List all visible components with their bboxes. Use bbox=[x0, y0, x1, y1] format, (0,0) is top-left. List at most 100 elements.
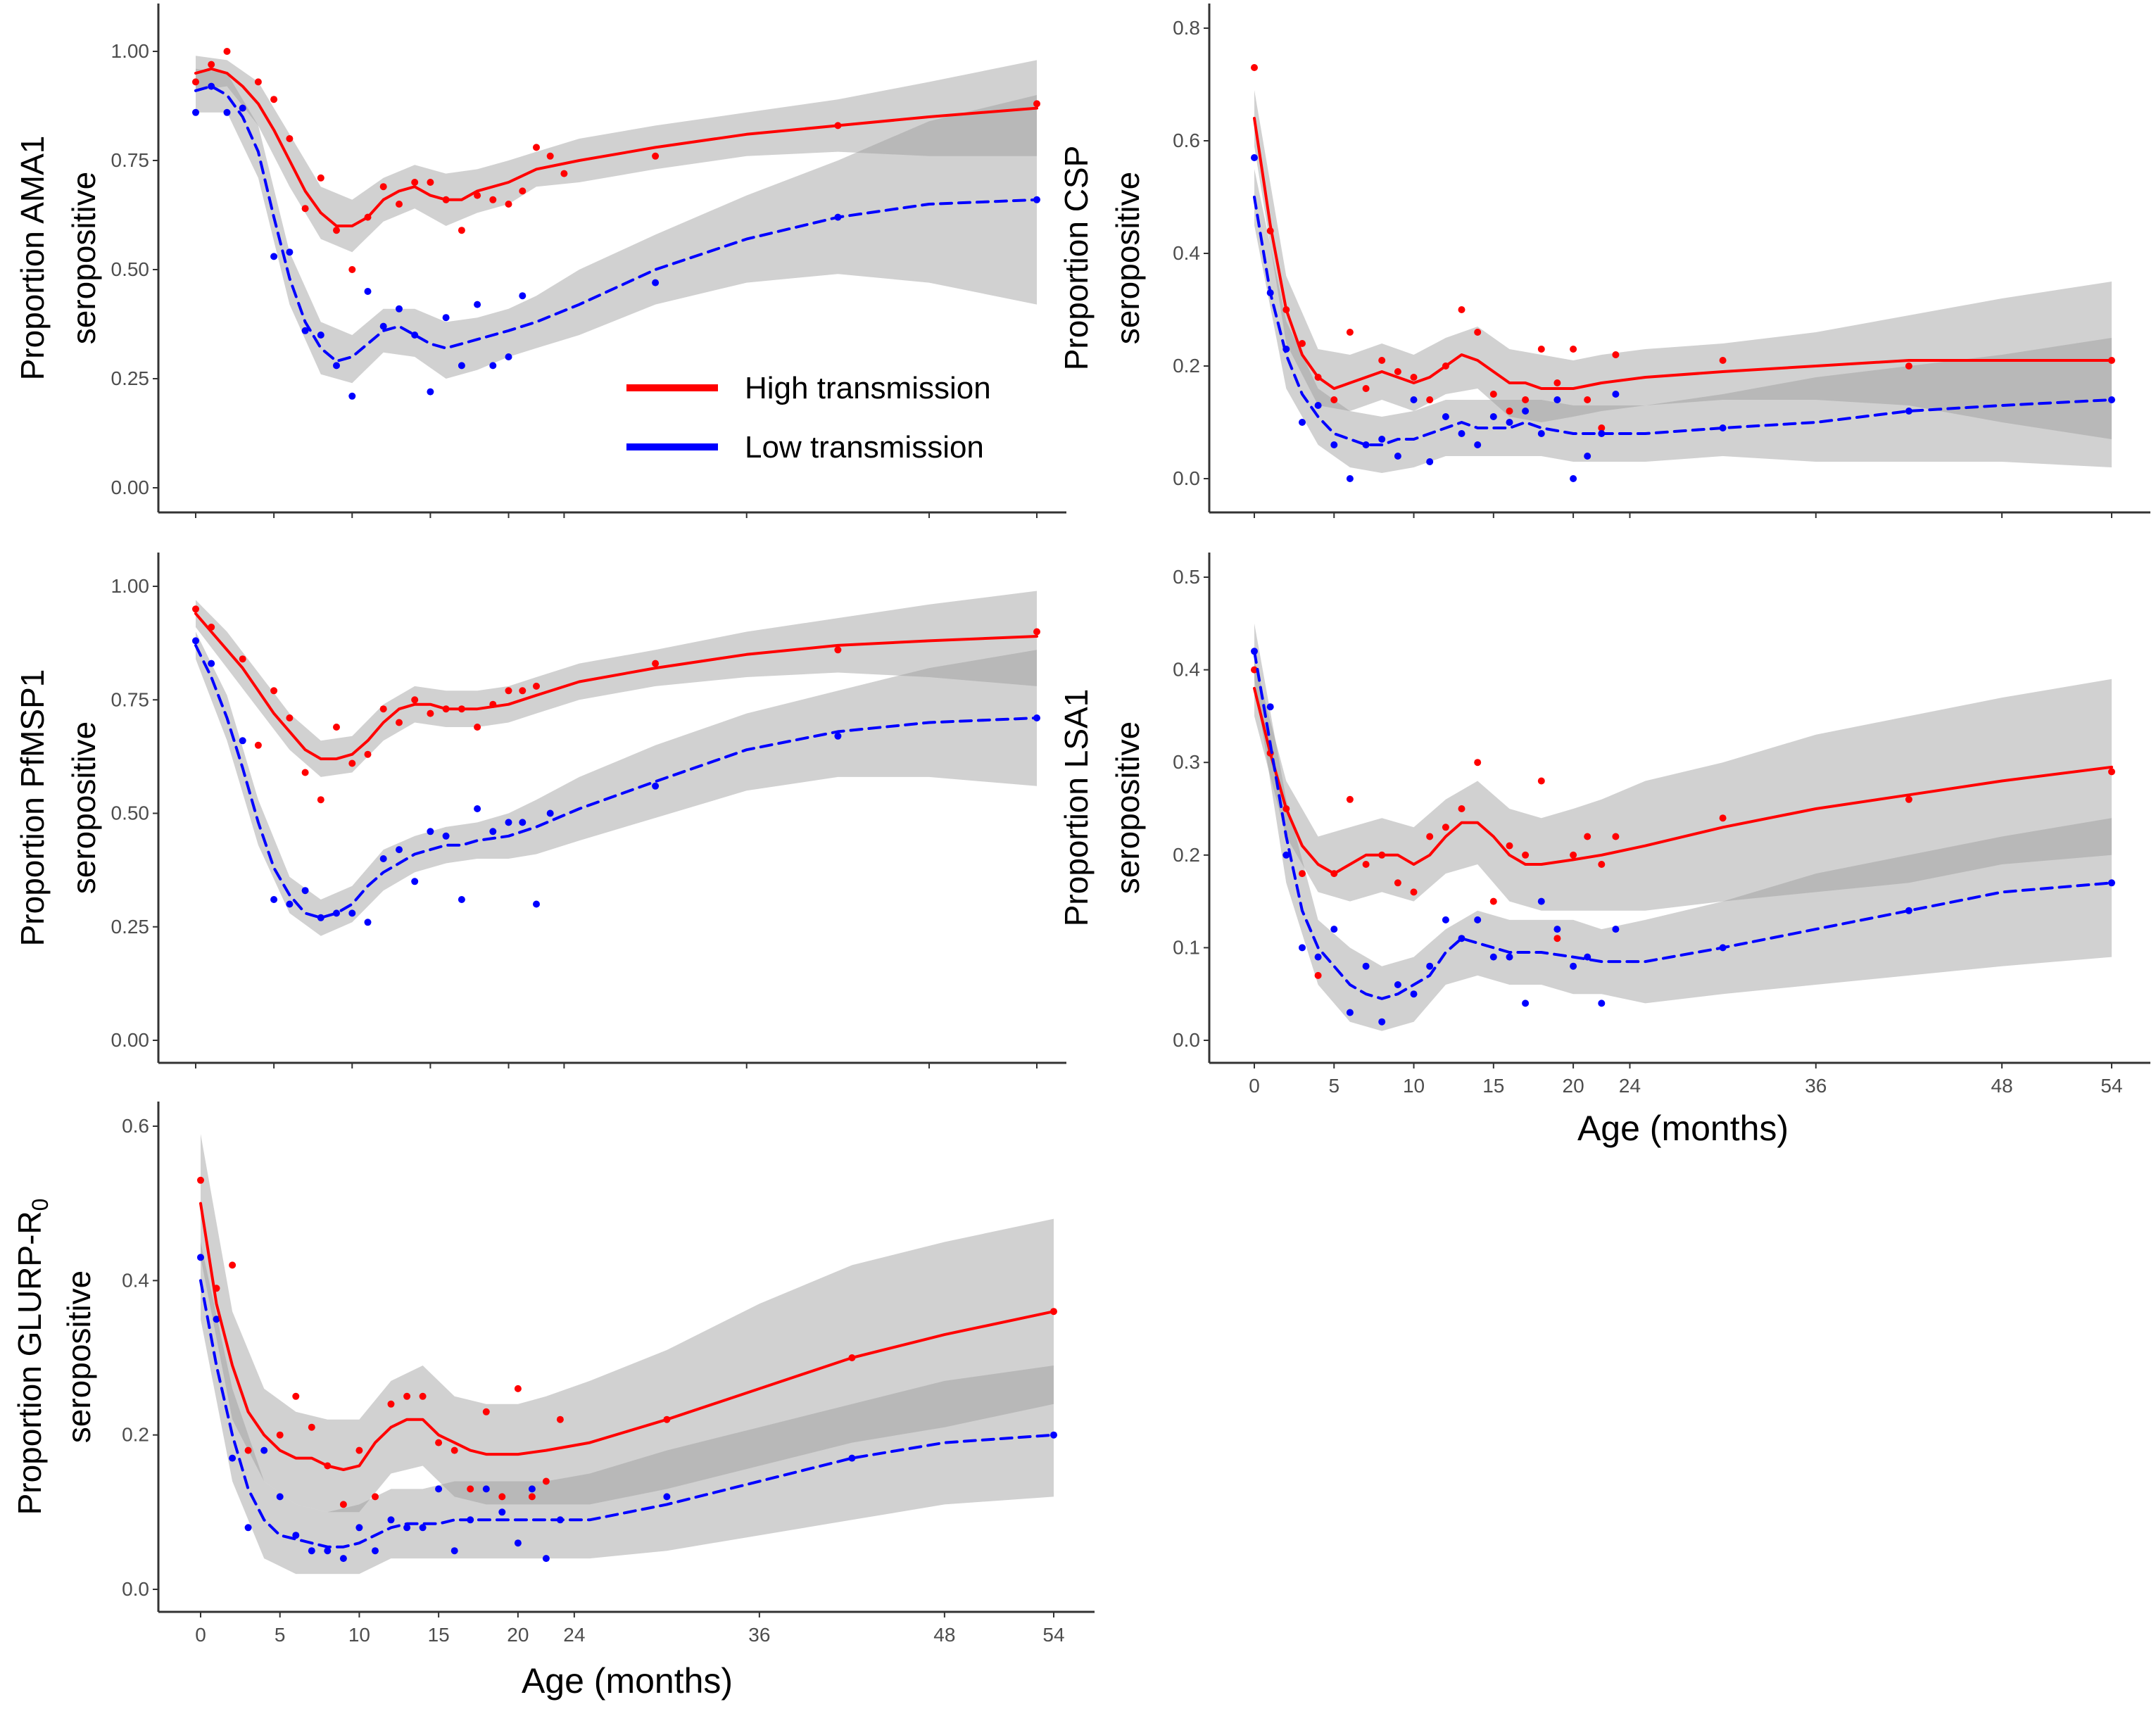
point-low-7 bbox=[1362, 962, 1370, 970]
x-tick-label: 10 bbox=[348, 1624, 370, 1646]
point-high-14 bbox=[427, 710, 434, 717]
x-tick-label: 5 bbox=[1328, 1075, 1339, 1097]
y-tick-label: 0.5 bbox=[1173, 566, 1200, 588]
point-low-14 bbox=[1474, 441, 1482, 448]
point-high-17 bbox=[458, 227, 465, 234]
x-tick-label: 20 bbox=[1563, 1075, 1584, 1097]
fit-lines bbox=[194, 612, 1038, 919]
point-high-19 bbox=[489, 196, 497, 203]
point-high-15 bbox=[427, 179, 434, 186]
point-low-22 bbox=[1598, 999, 1606, 1007]
point-high-16 bbox=[1506, 408, 1513, 415]
point-high-21 bbox=[519, 187, 527, 195]
point-high-2 bbox=[239, 655, 246, 663]
point-low-3 bbox=[1299, 944, 1306, 952]
point-low-0 bbox=[1251, 154, 1258, 161]
point-low-10 bbox=[355, 1524, 363, 1532]
point-high-17 bbox=[482, 1408, 490, 1415]
point-high-11 bbox=[1426, 833, 1434, 840]
point-low-11 bbox=[1426, 962, 1434, 970]
point-high-1 bbox=[208, 61, 215, 68]
ci-band-low bbox=[201, 1242, 1054, 1575]
ci-band-high bbox=[1254, 660, 2112, 911]
point-low-20 bbox=[533, 900, 540, 908]
point-low-21 bbox=[652, 279, 660, 286]
point-low-12 bbox=[396, 305, 403, 313]
point-low-19 bbox=[505, 353, 512, 360]
point-high-22 bbox=[1598, 861, 1606, 868]
point-low-21 bbox=[1584, 953, 1591, 961]
point-high-7 bbox=[1362, 385, 1370, 392]
data-points bbox=[1251, 648, 2115, 1026]
ci-band-high bbox=[1254, 90, 2112, 439]
point-low-22 bbox=[652, 782, 660, 790]
point-high-22 bbox=[652, 660, 660, 667]
x-tick-label: 48 bbox=[1991, 1075, 2013, 1097]
y-tick-label: 0.4 bbox=[1173, 242, 1200, 264]
point-low-16 bbox=[1506, 953, 1513, 961]
point-high-0 bbox=[1251, 64, 1258, 71]
point-high-8 bbox=[1378, 357, 1386, 364]
point-high-9 bbox=[1394, 368, 1401, 375]
x-tick-label: 24 bbox=[1619, 1075, 1641, 1097]
point-low-14 bbox=[1474, 916, 1482, 923]
point-high-18 bbox=[498, 1493, 506, 1501]
point-low-6 bbox=[1346, 1009, 1354, 1016]
x-tick-label: 0 bbox=[195, 1624, 206, 1646]
point-low-9 bbox=[339, 1555, 347, 1563]
point-high-11 bbox=[379, 705, 387, 713]
point-high-13 bbox=[1458, 805, 1465, 812]
point-high-8 bbox=[317, 174, 324, 182]
y-tick-label: 0.25 bbox=[111, 367, 150, 389]
point-low-11 bbox=[396, 846, 403, 854]
point-low-10 bbox=[364, 288, 372, 295]
ci-band-high bbox=[196, 591, 1037, 777]
point-high-5 bbox=[286, 714, 294, 721]
point-low-4 bbox=[260, 1446, 268, 1454]
point-low-16 bbox=[474, 805, 481, 812]
point-high-14 bbox=[1474, 329, 1482, 336]
y-tick-label: 0.00 bbox=[111, 1029, 150, 1051]
point-high-6 bbox=[301, 769, 309, 776]
point-low-4 bbox=[1314, 402, 1322, 409]
point-high-4 bbox=[270, 687, 278, 695]
point-low-5 bbox=[276, 1493, 284, 1501]
point-low-25 bbox=[1905, 408, 1912, 415]
point-low-8 bbox=[1378, 1018, 1386, 1026]
point-high-3 bbox=[1299, 870, 1306, 878]
point-high-9 bbox=[348, 759, 356, 767]
point-high-23 bbox=[1612, 351, 1620, 358]
axes: 0.00 0.25 0.50 0.75 1.00 bbox=[111, 553, 1066, 1068]
data-points bbox=[192, 48, 1040, 400]
x-tick-label: 15 bbox=[428, 1624, 450, 1646]
axes: 0.0 0.2 0.4 0.6 0.8 bbox=[1173, 4, 2150, 518]
y-tick-label: 0.2 bbox=[122, 1424, 149, 1446]
point-low-15 bbox=[442, 314, 450, 322]
point-low-6 bbox=[301, 327, 309, 334]
fit-lines bbox=[1253, 117, 2113, 446]
point-low-18 bbox=[505, 819, 512, 826]
point-low-19 bbox=[1553, 396, 1561, 403]
point-high-7 bbox=[301, 205, 309, 213]
point-low-11 bbox=[1426, 458, 1434, 465]
point-low-15 bbox=[435, 1485, 443, 1493]
point-low-15 bbox=[1489, 953, 1497, 961]
point-high-17 bbox=[474, 724, 481, 731]
point-low-25 bbox=[848, 1454, 856, 1462]
point-low-3 bbox=[270, 896, 278, 903]
point-low-0 bbox=[192, 637, 199, 645]
ci-bands bbox=[201, 1134, 1054, 1575]
point-high-20 bbox=[1570, 851, 1577, 859]
x-tick-label: 48 bbox=[933, 1624, 955, 1646]
point-high-22 bbox=[533, 144, 540, 151]
point-low-26 bbox=[2108, 879, 2115, 887]
x-axis-label: Age (months) bbox=[1577, 1109, 1789, 1148]
point-high-18 bbox=[474, 191, 481, 199]
point-high-21 bbox=[1584, 396, 1591, 403]
point-high-10 bbox=[1410, 374, 1418, 381]
point-high-10 bbox=[364, 750, 372, 758]
point-low-5 bbox=[301, 887, 309, 895]
y-tick-label: 0.6 bbox=[122, 1115, 149, 1137]
point-high-20 bbox=[519, 687, 527, 695]
point-high-8 bbox=[333, 724, 340, 731]
